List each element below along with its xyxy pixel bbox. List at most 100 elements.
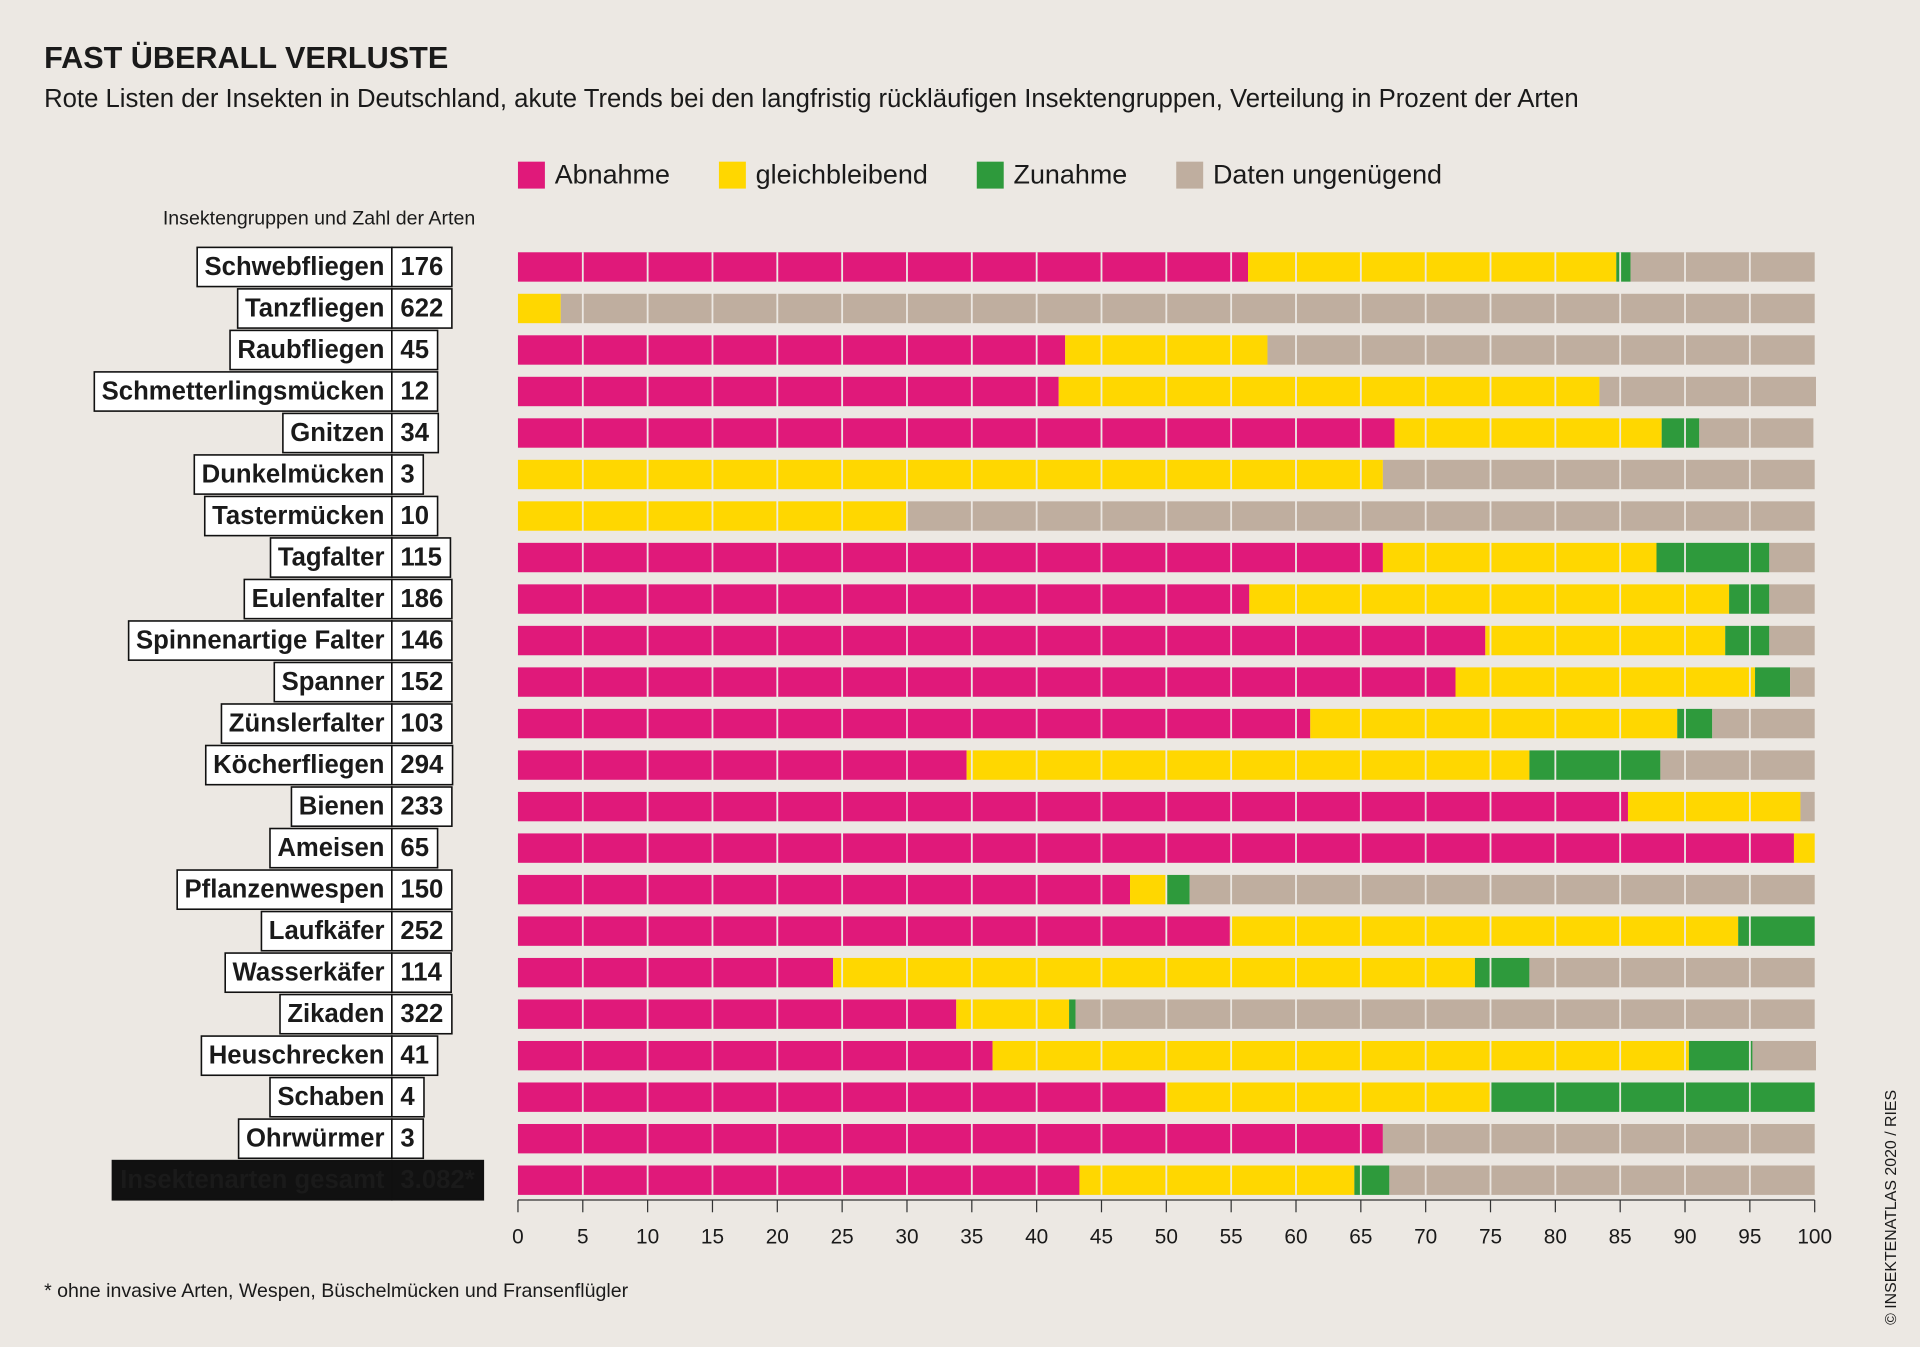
count-box [391, 578, 453, 620]
row-label: Insektenarten gesamt 3.082* [111, 1159, 485, 1201]
row-label: Schmetterlingsmücken 12 [93, 371, 439, 412]
category-label: Tagfalter [278, 544, 385, 572]
name-box [176, 869, 393, 911]
bar-segment [1769, 542, 1815, 573]
bar-segment [1229, 916, 1739, 946]
name-box [127, 620, 393, 661]
name-box [269, 827, 393, 869]
bar-segment [1660, 750, 1815, 780]
count-label: 322 [400, 1000, 443, 1028]
x-tick-label: 50 [1155, 1225, 1178, 1248]
row-label: Wasserkäfer 114 [224, 952, 452, 994]
category-label: Zikaden [287, 1000, 384, 1028]
bar-segment [1755, 667, 1791, 697]
bar-segment [1485, 625, 1726, 656]
bar-segment [517, 957, 834, 988]
name-box [279, 993, 393, 1035]
name-box [236, 288, 393, 329]
x-tick-label: 40 [1025, 1225, 1048, 1248]
x-tick-label: 15 [701, 1225, 724, 1248]
category-label: Tastermücken [212, 502, 384, 530]
count-box [391, 952, 452, 994]
count-box [391, 288, 453, 329]
count-box [391, 827, 439, 869]
bar-segment [1529, 957, 1815, 988]
bar-segment [1394, 418, 1662, 448]
x-tick-label: 65 [1349, 1225, 1372, 1248]
count-box [391, 537, 452, 578]
row-label: Ameisen 65 [269, 827, 439, 869]
bar-segment [1382, 542, 1657, 573]
x-tick-label: 30 [895, 1225, 918, 1248]
bar-segment [1075, 999, 1815, 1029]
bar-segment [1267, 335, 1815, 365]
category-label: Ohrwürmer [246, 1125, 385, 1153]
count-label: 252 [400, 917, 443, 945]
bar-segment [1616, 252, 1631, 282]
count-box [391, 454, 425, 495]
bar-segment [956, 999, 1070, 1029]
bar-segment [1382, 1123, 1815, 1154]
x-tick-label: 85 [1609, 1225, 1632, 1248]
count-label: 152 [400, 668, 443, 696]
count-label: 65 [400, 834, 429, 862]
count-box [391, 412, 440, 454]
bar-segment [1738, 916, 1815, 946]
category-label: Schaben [277, 1083, 384, 1111]
bar-segment [517, 916, 1230, 946]
count-label: 150 [400, 876, 443, 904]
legend-swatch [1176, 161, 1204, 189]
name-box [282, 412, 393, 454]
bar-segment [517, 1040, 993, 1071]
legend-label: Abnahme [555, 159, 670, 189]
bar-segment [1166, 1082, 1491, 1112]
row-label: Tagfalter 115 [269, 537, 452, 578]
row-label: Laufkäfer 252 [260, 910, 453, 952]
category-label: Dunkelmücken [202, 461, 385, 489]
bar-segment [517, 376, 1059, 407]
count-box [391, 869, 453, 911]
bar-segment [1725, 625, 1770, 656]
row-label: Raubfliegen 45 [229, 329, 439, 371]
category-label: Wasserkäfer [233, 959, 385, 987]
bar-segment [517, 750, 967, 780]
bar-segment [517, 459, 1383, 490]
bar-segment [1688, 1040, 1753, 1071]
bar-segment [1712, 708, 1815, 739]
row-label: Zünslerfalter 103 [220, 703, 453, 744]
category-label: Köcherfliegen [213, 751, 384, 779]
count-label: 12 [400, 378, 429, 406]
bar-segment [1166, 874, 1190, 905]
name-box [111, 1159, 393, 1201]
legend-swatch [517, 161, 545, 189]
count-label: 3 [400, 461, 414, 489]
count-box [391, 1118, 425, 1160]
row-label: Schaben 4 [269, 1076, 425, 1118]
row-label: Tanzfliegen 622 [236, 288, 453, 329]
count-label: 34 [400, 419, 429, 447]
count-label: 3 [400, 1125, 414, 1153]
bar-segment [1769, 584, 1815, 614]
bar-segment [1310, 708, 1678, 739]
legend-label: gleichbleibend [756, 159, 928, 189]
bar-segment [1793, 833, 1815, 863]
category-label: Raubfliegen [237, 336, 384, 364]
count-box [391, 371, 439, 412]
name-box [220, 703, 393, 744]
bar-segment [1677, 708, 1713, 739]
count-label: 186 [400, 585, 443, 613]
bar-segment [517, 252, 1249, 282]
bar-segment [1058, 376, 1600, 407]
x-tick-label: 100 [1797, 1225, 1832, 1248]
legend-swatch [976, 161, 1004, 189]
row-label: Schwebfliegen 176 [196, 246, 453, 288]
x-tick-label: 60 [1284, 1225, 1307, 1248]
count-box [391, 703, 453, 744]
count-label: 622 [400, 295, 443, 323]
legend-swatch [718, 161, 746, 189]
category-label: Eulenfalter [252, 585, 385, 613]
count-box [391, 786, 453, 827]
bar-segment [1769, 625, 1815, 656]
category-label: Schmetterlingsmücken [102, 378, 385, 406]
